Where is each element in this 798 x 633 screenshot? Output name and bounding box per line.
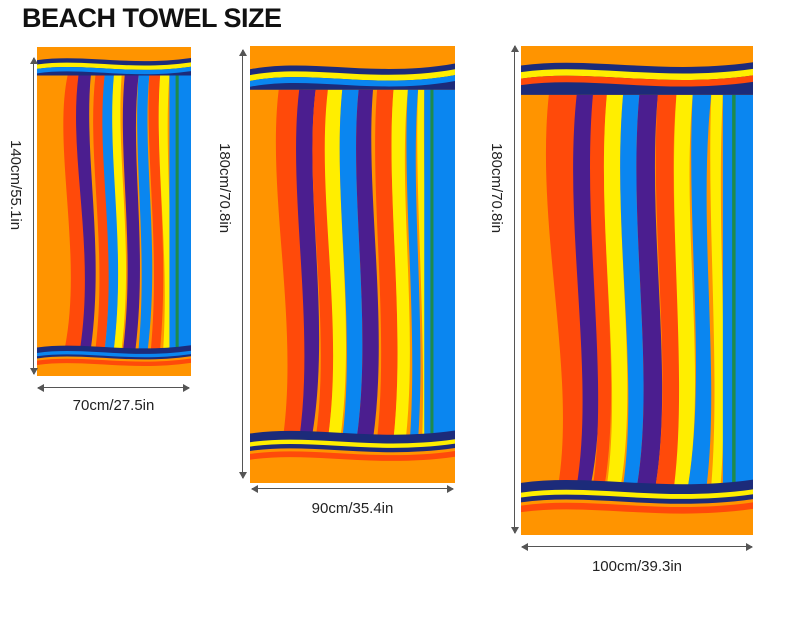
towel-small-height-label: 140cm/55.1in: [7, 140, 24, 231]
towel-large-image: [521, 46, 753, 535]
towel-medium-height-label: 180cm/70.8in: [216, 143, 233, 234]
page-title: BEACH TOWEL SIZE: [22, 3, 282, 33]
towel-pattern: [521, 46, 753, 535]
towel-small-image: [37, 47, 191, 376]
towel-small-height-arrow: [30, 57, 38, 375]
towel-large-height-label: 180cm/70.8in: [488, 143, 505, 234]
towel-large-height-arrow: [511, 45, 519, 534]
towel-large-width-label: 100cm/39.3in: [591, 558, 683, 575]
towel-medium-width-arrow: [251, 485, 454, 493]
towel-medium-width-label: 90cm/35.4in: [311, 500, 394, 517]
towel-pattern: [37, 47, 191, 376]
towel-medium-height-arrow: [239, 49, 247, 479]
towel-small-width-label: 70cm/27.5in: [72, 397, 155, 414]
towel-large-width-arrow: [521, 543, 753, 551]
towel-small-width-arrow: [37, 384, 190, 392]
towel-medium-image: [250, 46, 455, 483]
towel-pattern: [250, 46, 455, 483]
